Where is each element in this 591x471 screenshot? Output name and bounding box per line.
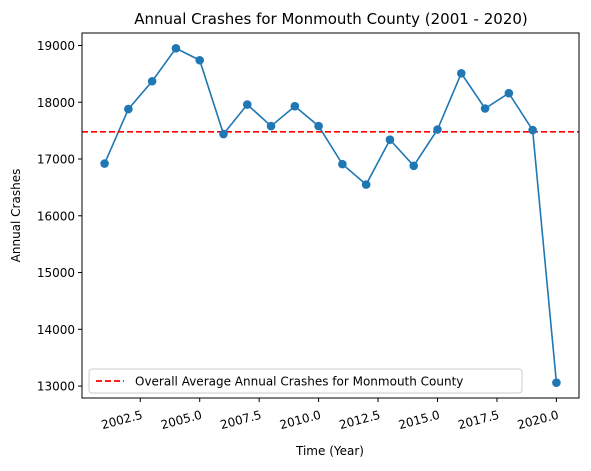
data-point <box>267 122 276 131</box>
x-tick-label: 2007.5 <box>219 408 263 432</box>
data-point <box>291 102 300 111</box>
data-point <box>219 130 228 139</box>
data-point <box>195 56 204 65</box>
x-tick-label: 2020.0 <box>516 408 560 432</box>
series-line <box>105 48 557 382</box>
data-point <box>100 159 109 168</box>
plot-frame <box>82 33 579 398</box>
data-point <box>481 104 490 113</box>
y-tick-label: 18000 <box>37 96 75 110</box>
data-point <box>457 69 466 78</box>
data-point <box>433 125 442 134</box>
x-tick-label: 2005.0 <box>159 408 203 432</box>
legend-label-average: Overall Average Annual Crashes for Monmo… <box>135 375 463 389</box>
legend: Overall Average Annual Crashes for Monmo… <box>89 369 522 393</box>
y-tick-label: 15000 <box>37 266 75 280</box>
y-axis-label: Annual Crashes <box>9 169 23 263</box>
data-point <box>124 105 133 114</box>
x-tick-label: 2002.5 <box>100 408 144 432</box>
y-tick-label: 16000 <box>37 209 75 223</box>
data-point <box>314 122 323 131</box>
x-tick-label: 2017.5 <box>457 408 501 432</box>
data-point <box>172 44 181 53</box>
y-tick-label: 14000 <box>37 323 75 337</box>
x-tick-label: 2010.0 <box>278 408 322 432</box>
y-tick-label: 19000 <box>37 39 75 53</box>
x-tick-label: 2012.5 <box>338 408 382 432</box>
y-tick-label: 13000 <box>37 380 75 394</box>
x-axis: 2002.5 2005.0 2007.5 2010.0 2012.5 2015.0 2017… <box>100 398 560 432</box>
data-point <box>338 160 347 169</box>
data-point <box>362 180 371 189</box>
data-point <box>505 89 514 98</box>
y-axis: 13000 14000 15000 16000 17000 18000 19000 <box>37 39 82 394</box>
data-point <box>552 378 561 387</box>
y-tick-label: 17000 <box>37 153 75 167</box>
x-tick-label: 2015.0 <box>397 408 441 432</box>
plot-area <box>82 44 579 387</box>
x-axis-label: Time (Year) <box>295 444 364 458</box>
data-point <box>386 135 395 144</box>
chart-title: Annual Crashes for Monmouth County (2001… <box>134 10 528 28</box>
data-point <box>243 100 252 109</box>
data-point <box>528 126 537 135</box>
data-point <box>409 162 418 171</box>
data-point <box>148 77 157 86</box>
